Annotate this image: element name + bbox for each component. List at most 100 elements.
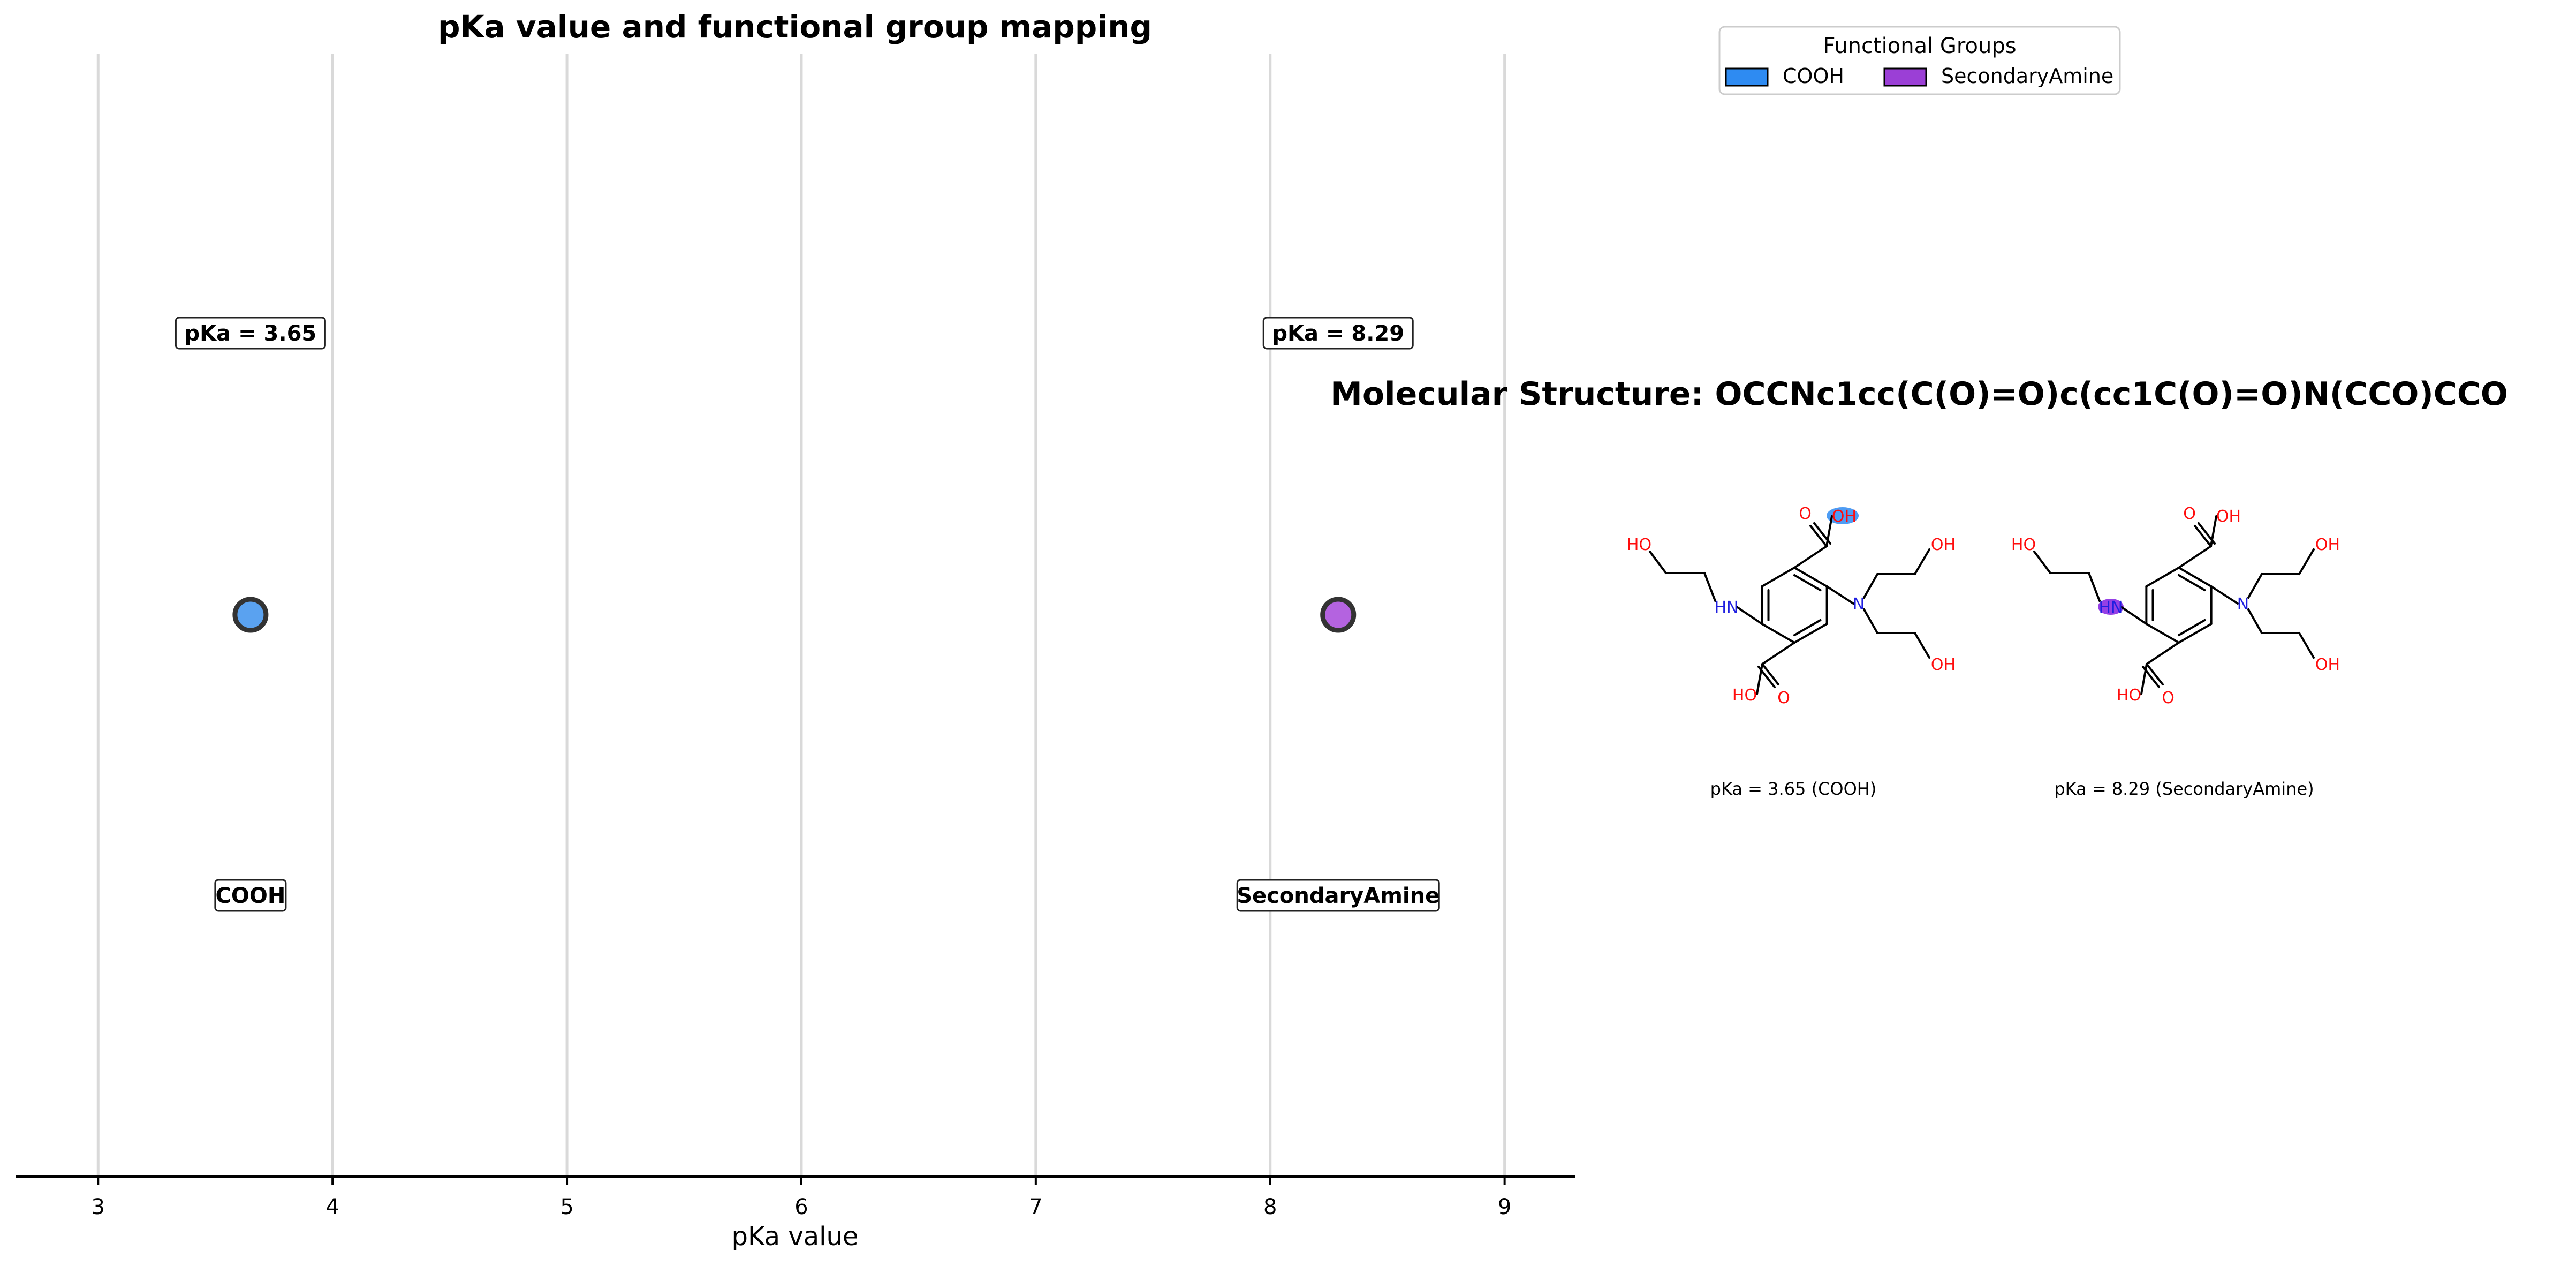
x-axis-ticks: 3 4 5 6 7 8 9 [92,1177,1511,1219]
bond [1914,548,1930,575]
bond [1793,567,1828,587]
pka-chart: pKa value and functional group mapping 3… [16,9,1575,1252]
legend-label-cooh: COOH [1783,64,1844,88]
x-tick-label: 6 [794,1195,808,1219]
atom-label: HN [1715,598,1739,617]
atom-label: HO [1627,536,1651,554]
bond [1793,623,1828,644]
atom-label: HO [2011,536,2036,554]
bond [1914,632,1930,659]
bond [1761,663,1779,685]
molecule-drawing-secondaryamine: O OH O HO HN HO N OH OH [2011,504,2340,707]
atom-label: O [2162,689,2175,707]
legend-frame [1718,26,2121,95]
bond [2146,642,2180,665]
bond [2298,548,2315,575]
group-label-cooh-box [214,879,287,912]
atom-label: O [1799,504,1812,523]
atom-label: OH [2315,655,2340,674]
group-label-secondaryamine: SecondaryAmine [1236,879,1440,912]
bond [2145,623,2180,644]
bond [2120,606,2148,625]
pka-label-secondaryamine-box [1262,316,1414,350]
group-label-cooh-text: COOH [215,884,285,908]
bond [2146,663,2164,685]
atom-label: OH [2315,536,2340,554]
bond [2178,567,2213,587]
legend-swatch-cooh [1725,67,1769,87]
bond [2033,551,2051,574]
x-tick-label: 5 [560,1195,573,1219]
atom-label: OH [2216,507,2241,526]
pka-label-secondaryamine-text: pKa = 8.29 [1272,321,1404,346]
x-tick-label: 7 [1029,1195,1042,1219]
atom-label: HN [2099,598,2123,617]
bond [1703,572,1716,602]
molecule-caption-cooh: pKa = 3.65 (COOH) [1710,779,1877,799]
bond [2178,545,2212,569]
bond [2194,525,2212,547]
atom-label: OH [1832,507,1857,526]
bond [2178,623,2213,644]
legend-label-secondaryamine: SecondaryAmine [1941,64,2113,88]
data-points: pKa = 3.65 COOH pKa = 8.29 SecondaryAmine [175,316,1440,912]
bond [1863,573,1878,599]
bond [1809,525,1828,547]
bond [1761,623,1795,644]
atom-label: HO [1732,686,1757,705]
atom-label: OH [1931,655,1956,674]
bond [1793,619,1822,636]
bond [2298,632,2315,659]
bond [2247,608,2263,634]
highlight-secondary-amine [2098,599,2124,615]
bond [1793,574,1822,591]
x-tick-label: 9 [1498,1195,1511,1219]
bond [2140,663,2148,695]
bond [1863,608,1878,634]
bond [1756,663,1763,695]
bond [1793,545,1828,569]
x-tick-label: 8 [1263,1195,1277,1219]
bond [1761,567,1795,587]
molecule-drawing-cooh: O OH O HO HN HO N OH OH [1627,504,1956,707]
bond [1825,585,1854,605]
data-point-secondaryamine [1320,597,1357,633]
pka-label-secondaryamine: pKa = 8.29 [1262,316,1414,350]
x-tick-label: 3 [92,1195,105,1219]
molecule-title: Molecular Structure: OCCNc1cc(C(O)=O)c(c… [1330,375,2508,413]
atom-label: HO [2117,686,2141,705]
pka-label-cooh: pKa = 3.65 [175,316,326,350]
bond [1736,606,1763,625]
bond [2210,585,2239,605]
group-label-cooh: COOH [214,879,287,912]
grid-lines [96,54,1506,1177]
highlight-cooh [1827,507,1859,524]
atom-label: N [2237,595,2249,614]
bond [2247,573,2263,599]
x-axis-label: pKa value [732,1222,859,1252]
bond [2088,572,2101,602]
molecule-caption-secondaryamine: pKa = 8.29 (SecondaryAmine) [2054,779,2314,799]
group-label-secondaryamine-text: SecondaryAmine [1237,884,1439,908]
x-tick-label: 4 [325,1195,339,1219]
bond [1825,515,1833,547]
bond [1761,642,1795,665]
pka-label-cooh-text: pKa = 3.65 [185,321,317,346]
legend: Functional Groups COOH SecondaryAmine [1718,26,2121,95]
data-point-cooh [232,597,269,633]
atom-label: O [1777,689,1790,707]
legend-swatch-secondaryamine [1883,67,1927,87]
legend-title: Functional Groups [1823,34,2016,58]
chart-title: pKa value and functional group mapping [438,9,1152,45]
atom-label: OH [1931,536,1956,554]
bond [2145,567,2180,587]
group-label-secondaryamine-box [1236,879,1440,912]
atom-label: O [2183,504,2196,523]
bond [2210,515,2217,547]
bond [2178,619,2206,636]
pka-label-cooh-box [175,316,326,350]
bond [1649,551,1667,574]
bond [2178,574,2206,591]
